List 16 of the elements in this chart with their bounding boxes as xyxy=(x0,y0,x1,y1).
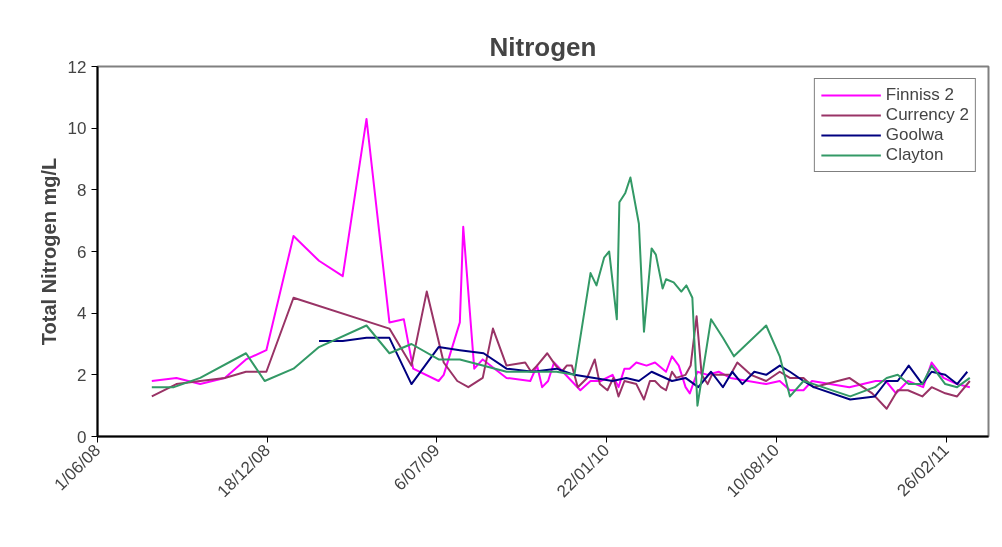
y-tick-label: 4 xyxy=(77,304,87,324)
legend-label: Goolwa xyxy=(885,125,944,145)
line-series xyxy=(317,336,969,401)
legend-label: Currency 2 xyxy=(885,105,969,125)
y-tick-label: 8 xyxy=(77,180,87,200)
line-series xyxy=(150,290,971,410)
y-tick-label: 6 xyxy=(77,242,87,262)
legend-label: Clayton xyxy=(885,145,944,165)
legend-label: Finniss 2 xyxy=(885,85,954,105)
y-tick-label: 12 xyxy=(67,57,87,77)
chart-title: Nitrogen xyxy=(489,31,597,62)
y-axis-title: Total Nitrogen mg/L xyxy=(37,157,60,346)
line-series xyxy=(150,176,971,407)
y-tick-label: 0 xyxy=(77,427,87,447)
y-tick-label: 2 xyxy=(77,365,87,385)
y-tick-label: 10 xyxy=(67,119,87,139)
